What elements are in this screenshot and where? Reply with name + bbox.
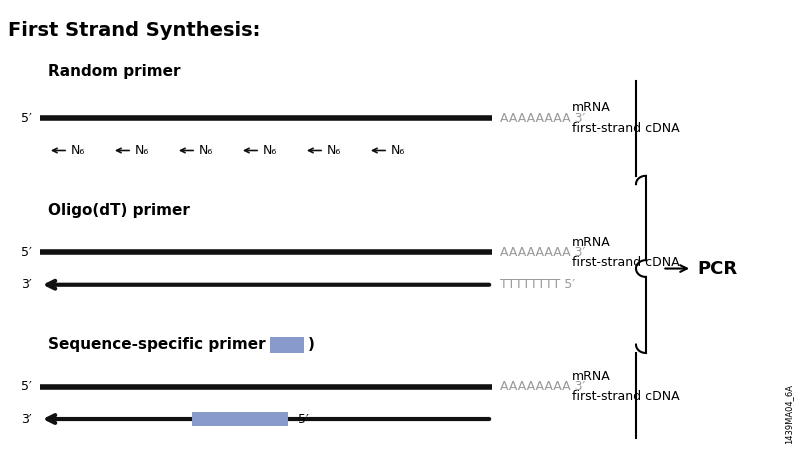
Bar	[192, 412, 288, 426]
Text: 1439MA04_6A: 1439MA04_6A	[785, 384, 794, 444]
Text: mRNA: mRNA	[572, 370, 610, 383]
Text: TTTTTTTT 5′: TTTTTTTT 5′	[500, 278, 575, 291]
Text: 3′: 3′	[22, 278, 32, 291]
Text: mRNA: mRNA	[572, 101, 610, 114]
Bar	[270, 337, 304, 353]
Text: PCR: PCR	[698, 260, 738, 277]
Text: 5′: 5′	[21, 112, 32, 125]
Text: AAAAAAAA 3′: AAAAAAAA 3′	[500, 380, 586, 393]
Text: Random primer: Random primer	[48, 64, 181, 79]
Text: N₆: N₆	[326, 144, 341, 157]
Text: ): )	[308, 338, 315, 352]
Text: Sequence-specific primer (: Sequence-specific primer (	[48, 338, 278, 352]
Text: 3′: 3′	[22, 413, 32, 425]
Text: N₆: N₆	[198, 144, 213, 157]
Text: 5′: 5′	[21, 380, 32, 393]
Text: AAAAAAAA 3′: AAAAAAAA 3′	[500, 112, 586, 125]
Text: 5′: 5′	[21, 246, 32, 259]
Text: 5′: 5′	[298, 413, 309, 425]
Text: N₆: N₆	[390, 144, 405, 157]
Text: First Strand Synthesis:: First Strand Synthesis:	[8, 21, 260, 40]
Text: mRNA: mRNA	[572, 236, 610, 249]
Text: Oligo(dT) primer: Oligo(dT) primer	[48, 203, 190, 218]
Text: N₆: N₆	[134, 144, 149, 157]
Text: first-strand cDNA: first-strand cDNA	[572, 256, 680, 269]
Text: first-strand cDNA: first-strand cDNA	[572, 122, 680, 135]
Text: N₆: N₆	[70, 144, 85, 157]
Text: AAAAAAAA 3′: AAAAAAAA 3′	[500, 246, 586, 259]
Text: first-strand cDNA: first-strand cDNA	[572, 390, 680, 403]
Text: N₆: N₆	[262, 144, 277, 157]
